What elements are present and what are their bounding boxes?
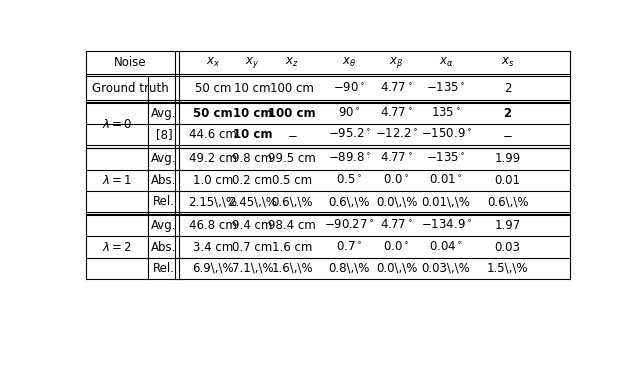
Text: 0.6\,\%: 0.6\,\% (328, 195, 370, 208)
Text: 100 cm: 100 cm (268, 107, 316, 120)
Text: 99.5 cm: 99.5 cm (268, 152, 316, 165)
Text: $-135^\circ$: $-135^\circ$ (426, 82, 466, 95)
Text: $-$: $-$ (502, 128, 513, 141)
Text: Rel.: Rel. (153, 262, 175, 275)
Text: 1.6\,\%: 1.6\,\% (271, 262, 313, 275)
Text: 50 cm: 50 cm (193, 107, 233, 120)
Text: $\lambda = 0$: $\lambda = 0$ (102, 118, 132, 131)
Text: $4.77^\circ$: $4.77^\circ$ (380, 107, 413, 120)
Text: 0.2 cm: 0.2 cm (232, 174, 273, 187)
Text: 0.5 cm: 0.5 cm (272, 174, 312, 187)
Text: $-134.9^\circ$: $-134.9^\circ$ (420, 219, 472, 232)
Text: [8]: [8] (156, 128, 172, 141)
Text: 1.0 cm: 1.0 cm (193, 174, 233, 187)
Text: $-12.2^\circ$: $-12.2^\circ$ (374, 128, 418, 141)
Text: 46.8 cm: 46.8 cm (189, 219, 237, 232)
Text: $135^\circ$: $135^\circ$ (431, 107, 461, 120)
Text: Avg.: Avg. (151, 152, 177, 165)
Text: 50 cm: 50 cm (195, 82, 231, 95)
Text: 1.6 cm: 1.6 cm (272, 241, 312, 254)
Text: $x_x$: $x_x$ (206, 56, 220, 69)
Text: $4.77^\circ$: $4.77^\circ$ (380, 82, 413, 95)
Text: 6.9\,\%: 6.9\,\% (192, 262, 234, 275)
Text: $x_{\beta}$: $x_{\beta}$ (389, 55, 404, 70)
Text: $4.77^\circ$: $4.77^\circ$ (380, 152, 413, 165)
Text: 2: 2 (504, 107, 511, 120)
Text: $x_{\theta}$: $x_{\theta}$ (342, 56, 356, 69)
Text: 0.01\,\%: 0.01\,\% (422, 195, 470, 208)
Text: Ground truth: Ground truth (92, 82, 169, 95)
Text: Abs.: Abs. (151, 174, 177, 187)
Text: 0.0\,\%: 0.0\,\% (376, 195, 417, 208)
Text: 2: 2 (504, 82, 511, 95)
Text: $0.0^\circ$: $0.0^\circ$ (383, 241, 410, 254)
Text: $0.0^\circ$: $0.0^\circ$ (383, 174, 410, 187)
Text: 100 cm: 100 cm (270, 82, 314, 95)
Text: 0.03: 0.03 (495, 241, 520, 254)
Text: $-90.27^\circ$: $-90.27^\circ$ (324, 219, 374, 232)
Text: $\lambda = 2$: $\lambda = 2$ (102, 241, 132, 254)
Text: 1.5\,\%: 1.5\,\% (487, 262, 528, 275)
Text: 98.4 cm: 98.4 cm (268, 219, 316, 232)
Text: 10 cm: 10 cm (234, 82, 271, 95)
Text: $4.77^\circ$: $4.77^\circ$ (380, 219, 413, 232)
Text: $-95.2^\circ$: $-95.2^\circ$ (328, 128, 371, 141)
Text: 2.15\,\%: 2.15\,\% (188, 195, 237, 208)
Text: Avg.: Avg. (151, 219, 177, 232)
Text: 1.97: 1.97 (495, 219, 521, 232)
Text: $0.7^\circ$: $0.7^\circ$ (336, 241, 362, 254)
Text: 2.45\,\%: 2.45\,\% (228, 195, 277, 208)
Text: 10 cm: 10 cm (233, 107, 273, 120)
Text: 0.6\,\%: 0.6\,\% (487, 195, 528, 208)
Text: $x_s$: $x_s$ (501, 56, 515, 69)
Text: $x_{\alpha}$: $x_{\alpha}$ (439, 56, 453, 69)
Text: 0.8\,\%: 0.8\,\% (329, 262, 370, 275)
Text: $-$: $-$ (287, 128, 298, 141)
Text: $-150.9^\circ$: $-150.9^\circ$ (420, 128, 472, 141)
Text: $-89.8^\circ$: $-89.8^\circ$ (328, 152, 371, 165)
Text: 0.6\,\%: 0.6\,\% (271, 195, 313, 208)
Text: 10 cm: 10 cm (233, 128, 273, 141)
Text: 7.1\,\%: 7.1\,\% (232, 262, 273, 275)
Text: 1.99: 1.99 (495, 152, 521, 165)
Text: $x_z$: $x_z$ (285, 56, 299, 69)
Text: 9.8 cm: 9.8 cm (232, 152, 273, 165)
Text: 44.6 cm: 44.6 cm (189, 128, 237, 141)
Text: 0.0\,\%: 0.0\,\% (376, 262, 417, 275)
Text: $\lambda = 1$: $\lambda = 1$ (102, 174, 132, 187)
Text: 49.2 cm: 49.2 cm (189, 152, 237, 165)
Text: $x_y$: $x_y$ (246, 55, 260, 70)
Text: $0.01^\circ$: $0.01^\circ$ (429, 174, 463, 187)
Text: $90^\circ$: $90^\circ$ (338, 107, 360, 120)
Text: $0.5^\circ$: $0.5^\circ$ (336, 174, 362, 187)
Text: 9.4 cm: 9.4 cm (232, 219, 273, 232)
Text: Noise: Noise (115, 56, 147, 69)
Text: $0.04^\circ$: $0.04^\circ$ (429, 241, 463, 254)
Text: 0.03\,\%: 0.03\,\% (422, 262, 470, 275)
Text: Avg.: Avg. (151, 107, 177, 120)
Text: Rel.: Rel. (153, 195, 175, 208)
Text: 0.01: 0.01 (495, 174, 520, 187)
Text: $-135^\circ$: $-135^\circ$ (426, 152, 466, 165)
Text: Abs.: Abs. (151, 241, 177, 254)
Text: 3.4 cm: 3.4 cm (193, 241, 233, 254)
Text: $-90^\circ$: $-90^\circ$ (333, 82, 365, 95)
Text: 0.7 cm: 0.7 cm (232, 241, 273, 254)
